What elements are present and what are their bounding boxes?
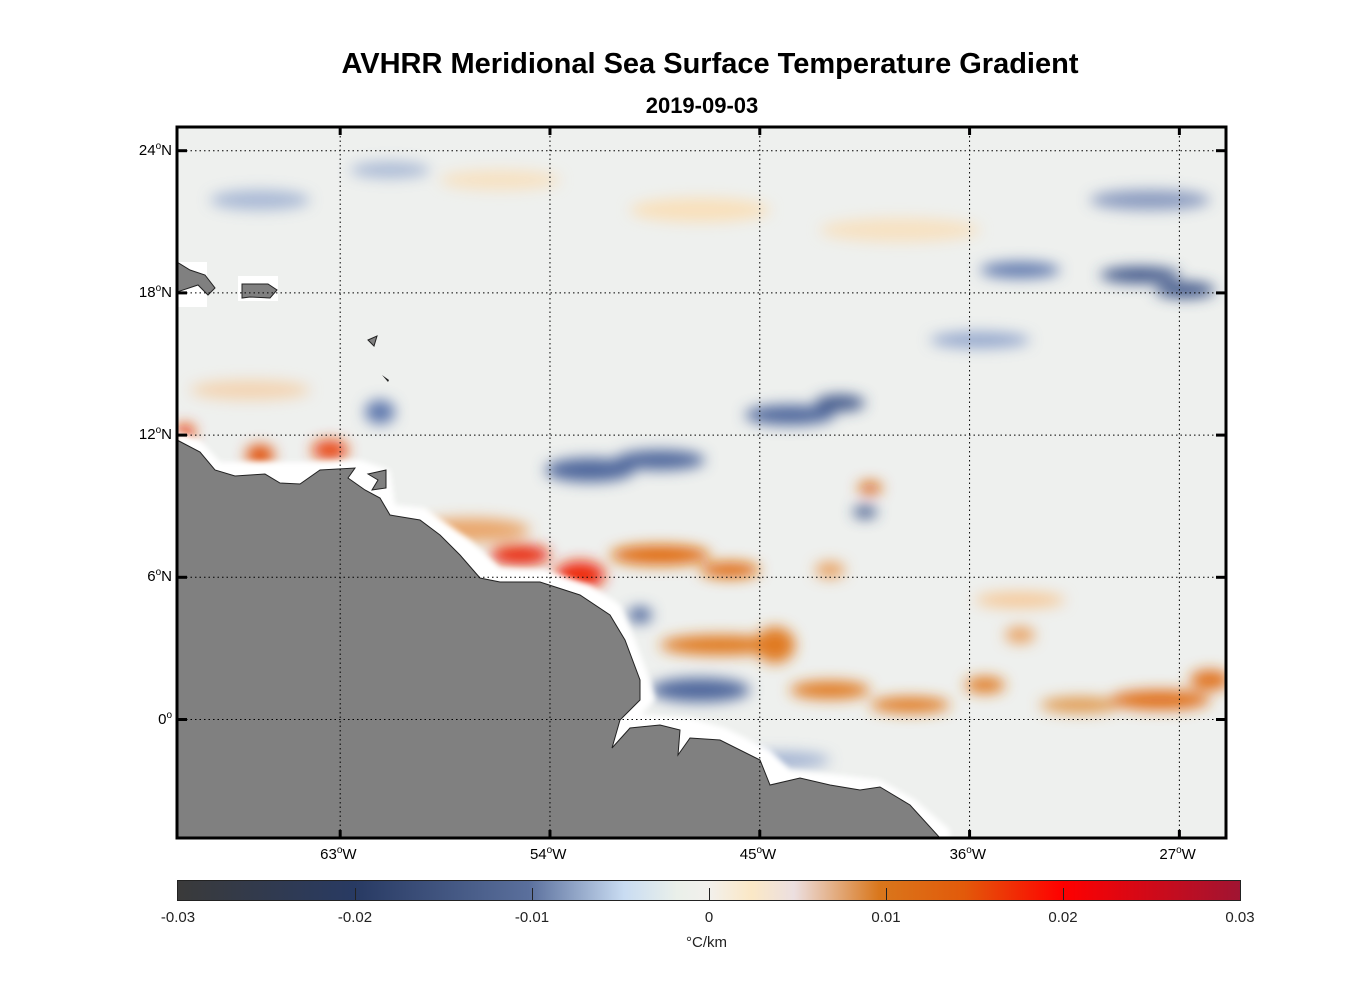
colorbar-tick-label: -0.03 — [160, 909, 196, 926]
graticule — [177, 127, 1226, 838]
y-tick-label: 24oN — [138, 140, 172, 159]
chart-title: AVHRR Meridional Sea Surface Temperature… — [341, 48, 1079, 80]
colorbar-tick-label: -0.01 — [514, 909, 550, 926]
colorbar-tick-label: 0.03 — [1225, 909, 1255, 926]
x-tick-label: 27oW — [1159, 845, 1196, 863]
map-frame — [175, 125, 1228, 840]
colorbar-tick-label: 0 — [704, 909, 714, 926]
y-tick-label: 6oN — [147, 567, 172, 586]
chart-subtitle: 2019-09-03 — [645, 93, 759, 118]
x-tick-label: 63oW — [320, 845, 357, 863]
colorbar-tick — [1063, 888, 1064, 900]
x-tick-label: 45oW — [739, 845, 777, 863]
land-island-trinidad — [366, 469, 387, 491]
x-tick-label: 36oW — [949, 845, 986, 863]
land-island-hispaniola — [177, 261, 216, 296]
colorbar-unit-label: °C/km — [686, 934, 727, 951]
land-island-barbados — [382, 375, 389, 382]
colorbar-tick-label: -0.02 — [337, 909, 373, 926]
colorbar-tick-label: 0.01 — [871, 909, 901, 926]
y-tick-label: 18oN — [138, 282, 172, 301]
colorbar-tick — [709, 888, 710, 900]
y-tick-label: 12oN — [138, 425, 172, 444]
land-island-guadeloupe — [367, 335, 378, 347]
colorbar-tick — [886, 888, 887, 900]
land-island-puerto-rico — [241, 283, 278, 299]
y-tick-label: 0o — [158, 709, 172, 728]
colorbar-tick-label: 0.02 — [1048, 909, 1078, 926]
colorbar-tick — [355, 888, 356, 900]
x-tick-label: 54oW — [529, 845, 567, 863]
colorbar-tick — [532, 888, 533, 900]
land-south-america — [177, 439, 941, 838]
